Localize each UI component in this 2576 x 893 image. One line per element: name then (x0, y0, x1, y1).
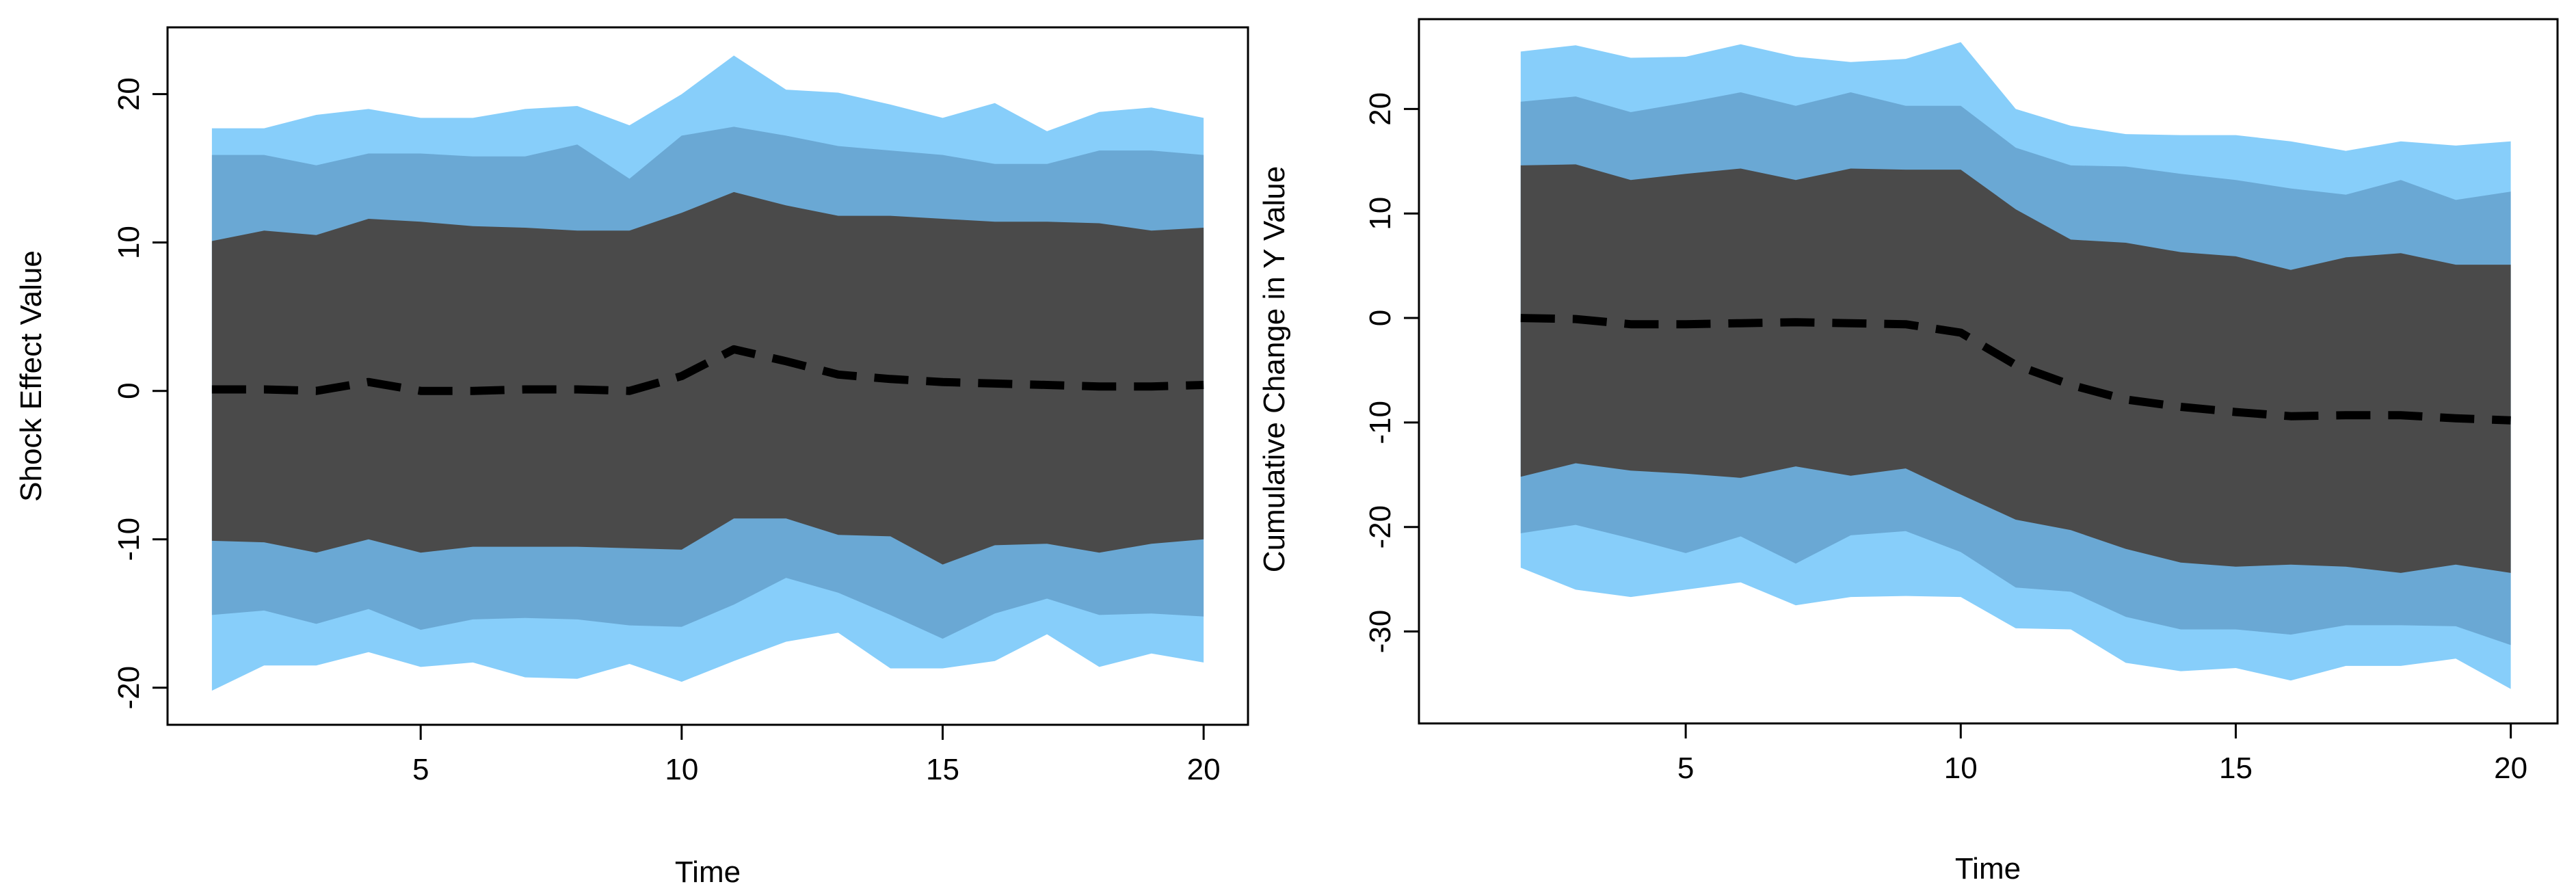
left-chart-y-tick-label: 10 (112, 226, 146, 259)
left-chart-x-axis-label: Time (675, 855, 741, 889)
right-chart-panel: 5 10 15 20 -30 -20 -10 0 10 20 Time Cumulative C… (1258, 18, 2559, 885)
right-chart-y-tick-label: 20 (1364, 92, 1397, 126)
left-chart-band-3 (211, 191, 1204, 565)
left-chart-interval-bands (211, 55, 1204, 691)
left-chart-median-lines (211, 345, 1204, 395)
left-chart-y-tick-label: 0 (112, 382, 146, 399)
right-chart-y-tick-label: 0 (1364, 310, 1397, 326)
right-chart-interval-bands (1520, 42, 2511, 689)
left-chart-panel: 5 10 15 20 -20 -10 0 10 20 Time Shock Effect Va… (14, 26, 1249, 889)
left-chart-y-axis: -20 -10 0 10 20 (112, 77, 168, 710)
right-chart-y-tick-label: -20 (1364, 505, 1397, 549)
right-chart-y-tick-label: -30 (1364, 610, 1397, 654)
left-chart-y-tick-label: -10 (112, 518, 146, 561)
left-chart-y-axis-label: Shock Effect Value (14, 250, 48, 502)
right-chart-y-axis-label: Cumulative Change in Y Value (1258, 166, 1291, 572)
left-chart-y-tick-label: -20 (112, 666, 146, 710)
right-chart-y-tick-label: -10 (1364, 401, 1397, 444)
right-chart-median-line-1 (1520, 314, 2511, 425)
left-chart-median-line-1 (211, 345, 1204, 395)
right-chart-x-tick-label: 5 (1677, 751, 1694, 785)
left-chart-x-tick-label: 5 (412, 753, 429, 786)
left-chart-y-tick-label: 20 (112, 77, 146, 111)
right-chart-x-tick-label: 15 (2219, 751, 2253, 785)
right-chart-y-axis: -30 -20 -10 0 10 20 (1364, 92, 1419, 653)
right-chart-median-lines (1520, 314, 2511, 425)
right-chart-plot-box (1418, 18, 2559, 725)
right-chart-band-3 (1520, 164, 2511, 573)
left-chart-x-axis: 5 10 15 20 (412, 725, 1221, 786)
right-chart-x-axis-label: Time (1955, 852, 2021, 885)
left-chart-x-tick-label: 10 (665, 753, 698, 786)
left-chart-x-tick-label: 15 (926, 753, 959, 786)
right-chart-y-tick-label: 10 (1364, 197, 1397, 230)
right-chart-x-tick-label: 10 (1944, 751, 1978, 785)
left-chart-x-tick-label: 20 (1187, 753, 1221, 786)
right-chart-x-axis: 5 10 15 20 (1677, 723, 2527, 785)
left-chart-plot-box (166, 26, 1249, 726)
right-chart-x-tick-label: 20 (2494, 751, 2527, 785)
